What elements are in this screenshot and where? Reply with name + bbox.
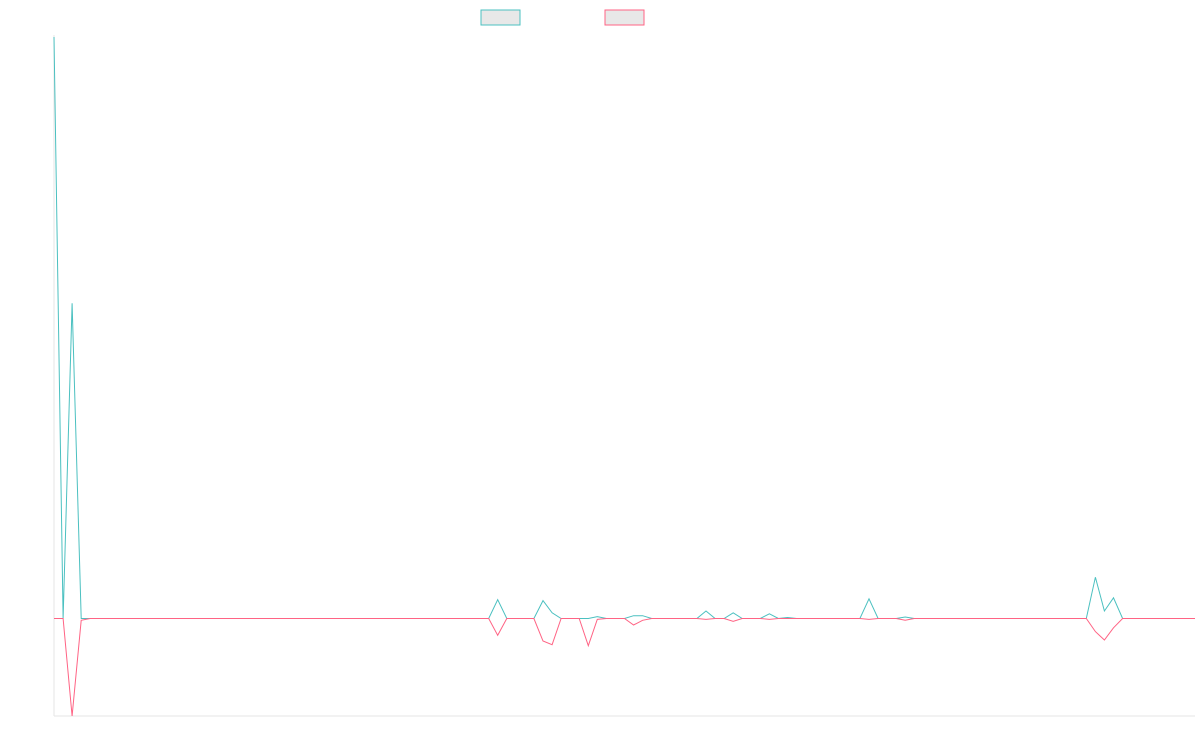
legend-swatch-series-1[interactable]	[480, 9, 521, 26]
axes	[53, 35, 1195, 717]
legend	[480, 9, 645, 26]
plot-area	[53, 36, 1195, 717]
series-line-1	[53, 36, 1195, 620]
legend-swatch-series-2[interactable]	[604, 9, 645, 26]
series-line-2	[54, 618, 1195, 717]
